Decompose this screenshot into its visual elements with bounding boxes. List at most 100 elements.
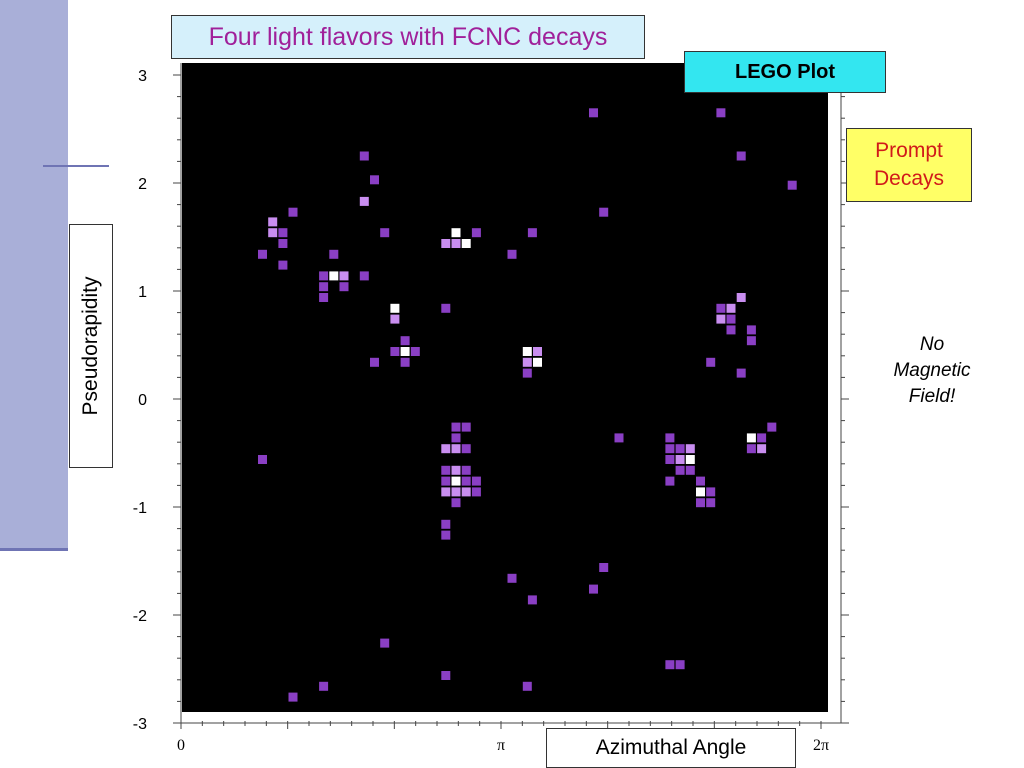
lego-cell <box>757 444 767 454</box>
lego-cell <box>359 151 369 161</box>
lego-cell <box>736 151 746 161</box>
lego-cell <box>319 293 329 302</box>
lego-cell <box>685 444 695 454</box>
lego-cell <box>461 422 471 432</box>
lego-cell <box>390 347 400 356</box>
y-axis-label-box: Pseudorapidity <box>69 224 113 468</box>
lego-cell <box>696 487 705 497</box>
lego-cell <box>726 314 736 324</box>
lego-cell <box>451 433 461 443</box>
lego-cell <box>390 303 400 313</box>
lego-cell <box>461 239 471 248</box>
lego-cell <box>380 228 390 238</box>
lego-cell <box>339 271 349 281</box>
prompt-line-1: Prompt <box>875 139 943 162</box>
lego-cell <box>614 433 624 443</box>
lego-cell <box>706 498 716 508</box>
lego-cell <box>787 180 797 190</box>
lego-cell <box>665 433 675 443</box>
prompt-decays-label: Prompt Decays <box>846 128 972 202</box>
lego-cell <box>451 239 461 248</box>
cell-group <box>258 108 797 702</box>
lego-cell <box>319 681 329 691</box>
note-line-2: Magnetic <box>893 360 971 381</box>
lego-cell <box>685 465 695 475</box>
lego-cell <box>329 249 339 259</box>
lego-cell <box>359 196 369 206</box>
lego-cell <box>441 239 451 248</box>
lego-cell <box>675 660 685 670</box>
lego-cell <box>746 325 756 335</box>
lego-cell <box>278 260 288 270</box>
x-tick-label: 2π <box>813 737 829 754</box>
lego-cell <box>527 595 537 605</box>
lego-cell <box>400 336 410 346</box>
y-tick-label: 0 <box>138 392 147 409</box>
lego-cell <box>471 228 481 238</box>
y-tick-labels: 3 2 1 0 -1 -2 -3 <box>133 68 147 733</box>
lego-cell <box>329 271 339 281</box>
lego-cell <box>451 422 461 432</box>
lego-cell <box>767 422 777 432</box>
lego-cell <box>268 228 278 238</box>
lego-cell <box>696 498 705 508</box>
lego-cell <box>400 347 410 356</box>
lego-cell <box>451 228 461 238</box>
lego-cell <box>665 444 675 454</box>
no-magnetic-field-note: No Magnetic Field! <box>872 332 992 410</box>
lego-cell <box>685 455 695 464</box>
lego-cell <box>471 476 481 486</box>
lego-cell <box>400 357 410 367</box>
y-tick-label: 1 <box>138 284 147 301</box>
lego-cell <box>451 498 461 508</box>
lego-cell <box>757 433 767 443</box>
y-tick-label: 2 <box>138 176 147 193</box>
lego-plot-label: LEGO Plot <box>684 51 886 93</box>
lego-cell <box>716 108 726 118</box>
lego-cell <box>441 444 451 454</box>
y-tick-label: -3 <box>133 716 147 733</box>
lego-cell <box>461 465 471 475</box>
lego-cell <box>319 271 329 281</box>
lego-cell <box>665 476 675 486</box>
lego-cell <box>522 347 532 356</box>
lego-cell <box>716 314 726 324</box>
x-tick-labels: 0 π 2π <box>177 737 829 754</box>
lego-cell <box>706 357 716 367</box>
lego-cell <box>589 108 598 118</box>
lego-cell <box>522 357 532 367</box>
lego-cell <box>675 455 685 464</box>
chart-title: Four light flavors with FCNC decays <box>171 15 645 59</box>
lego-cell <box>706 487 716 497</box>
lego-cell <box>288 207 298 217</box>
lego-cell <box>533 357 542 367</box>
lego-cell <box>441 303 451 313</box>
slide-side-band <box>0 0 68 551</box>
lego-cell <box>589 584 598 594</box>
lego-cell <box>441 519 451 529</box>
lego-cell <box>451 465 461 475</box>
y-tick-label: -2 <box>133 608 147 625</box>
lego-cell <box>746 433 756 443</box>
x-tick-label: 0 <box>177 737 185 754</box>
lego-cell <box>441 530 451 540</box>
lego-cell <box>461 444 471 454</box>
y-axis-label: Pseudorapidity <box>79 276 102 416</box>
lego-cell <box>507 573 517 583</box>
lego-cell <box>441 487 451 497</box>
lego-cell <box>441 476 451 486</box>
lego-cell <box>726 325 736 335</box>
y-tick-label: -1 <box>133 500 147 517</box>
lego-cell <box>258 455 267 464</box>
lego-cell <box>441 671 451 680</box>
y-tick-label: 3 <box>138 68 147 85</box>
lego-cell <box>522 681 532 691</box>
lego-cell <box>258 249 267 259</box>
lego-cell <box>461 476 471 486</box>
axis-frame <box>173 63 849 729</box>
lego-cell <box>370 357 379 367</box>
lego-cell <box>451 444 461 454</box>
lego-cell <box>746 336 756 346</box>
lego-cell <box>527 228 537 238</box>
lego-cell <box>288 692 298 702</box>
